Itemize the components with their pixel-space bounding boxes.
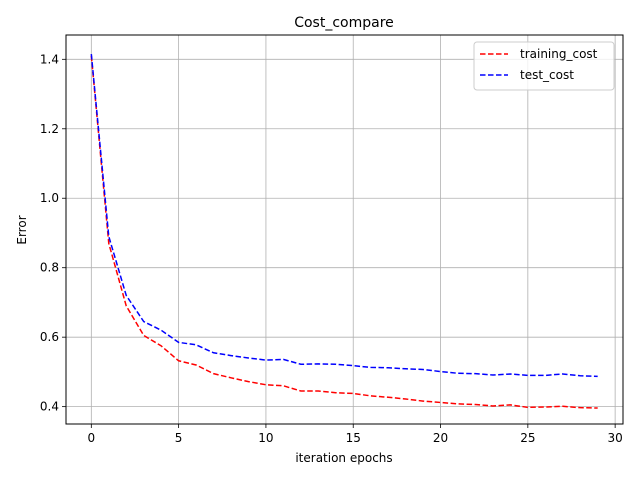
- y-tick-label: 0.8: [40, 261, 59, 275]
- y-tick-label: 1.0: [40, 191, 59, 205]
- x-tick-label: 10: [258, 431, 273, 445]
- series-line-training-cost: [90, 55, 598, 409]
- x-axis-ticks: 0 5 10 15 20 25 30: [87, 424, 623, 445]
- y-tick-label: 1.2: [40, 122, 59, 136]
- legend-label-test-cost: test_cost: [520, 68, 574, 82]
- grid: [66, 35, 623, 424]
- x-tick-label: 25: [520, 431, 535, 445]
- legend-label-training-cost: training_cost: [520, 47, 598, 61]
- y-tick-label: 0.6: [40, 330, 59, 344]
- x-tick-label: 5: [175, 431, 183, 445]
- y-tick-label: 0.4: [40, 400, 59, 414]
- x-tick-label: 30: [608, 431, 623, 445]
- series-layer: [90, 54, 598, 409]
- x-axis-label: iteration epochs: [295, 451, 392, 465]
- legend-box: [473, 41, 615, 91]
- y-axis-label: Error: [15, 215, 29, 244]
- x-tick-label: 15: [346, 431, 361, 445]
- y-axis-ticks: 0.4 0.6 0.8 1.0 1.2 1.4: [40, 52, 66, 414]
- series-line-test-cost: [90, 54, 598, 378]
- x-tick-label: 0: [87, 431, 95, 445]
- plot-frame: [65, 34, 624, 425]
- y-tick-label: 1.4: [40, 52, 59, 66]
- x-tick-label: 20: [433, 431, 448, 445]
- legend: training_cost test_cost: [473, 41, 615, 91]
- chart-title: Cost_compare: [294, 15, 394, 31]
